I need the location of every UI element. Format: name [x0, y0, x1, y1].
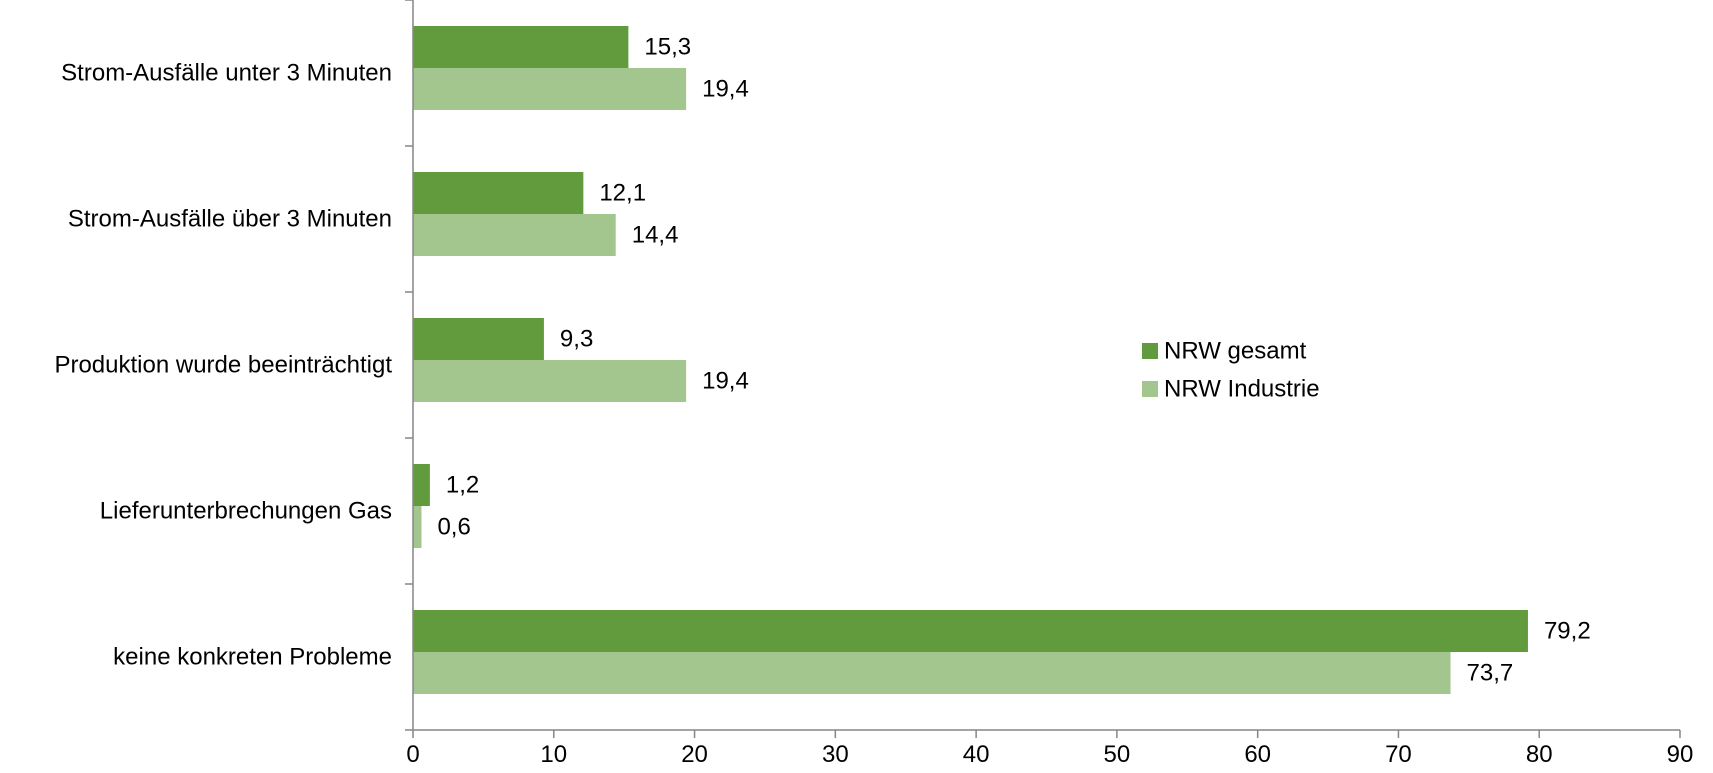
bar [413, 318, 544, 360]
x-tick-label: 70 [1385, 741, 1412, 768]
category-label: Strom-Ausfälle unter 3 Minuten [61, 60, 392, 87]
data-label: 19,4 [702, 368, 749, 395]
category-labels-group: Strom-Ausfälle unter 3 Minuten Strom-Ausf… [54, 60, 392, 671]
data-label: 12,1 [599, 180, 646, 207]
axes-group [405, 0, 1681, 738]
data-label: 14,4 [632, 222, 679, 249]
x-tick-label: 50 [1104, 741, 1131, 768]
x-tick-label: 40 [963, 741, 990, 768]
bar [413, 506, 422, 548]
data-label: 15,3 [644, 34, 691, 61]
data-labels-group: 15,3 19,4 12,1 14,4 9,3 19,4 1,2 0,6 79,2 73,7 [437, 34, 1590, 687]
tick-labels-group: 0 10 20 30 40 50 60 70 80 90 [406, 741, 1693, 768]
data-label: 79,2 [1544, 618, 1591, 645]
x-tick-label: 90 [1667, 741, 1694, 768]
legend-label: NRW gesamt [1164, 338, 1307, 365]
data-label: 0,6 [437, 514, 470, 541]
bar [413, 26, 629, 68]
bars-group [413, 26, 1528, 694]
data-label: 19,4 [702, 76, 749, 103]
legend: NRW gesamt NRW Industrie [1142, 338, 1320, 403]
bar [413, 610, 1528, 652]
x-tick-label: 10 [540, 741, 567, 768]
category-label: keine konkreten Probleme [113, 644, 392, 671]
bar [413, 172, 584, 214]
data-label: 9,3 [560, 326, 593, 353]
category-label: Lieferunterbrechungen Gas [100, 498, 392, 525]
bar [413, 360, 687, 402]
bar [413, 68, 687, 110]
legend-swatch [1142, 343, 1158, 359]
bar [413, 652, 1451, 694]
x-tick-label: 0 [406, 741, 419, 768]
legend-label: NRW Industrie [1164, 376, 1320, 403]
x-tick-label: 20 [681, 741, 708, 768]
bar [413, 214, 616, 256]
bar [413, 464, 430, 506]
data-label: 73,7 [1467, 660, 1514, 687]
category-label: Strom-Ausfälle über 3 Minuten [68, 206, 392, 233]
category-label: Produktion wurde beeinträchtigt [54, 352, 392, 379]
x-tick-label: 60 [1244, 741, 1271, 768]
legend-swatch [1142, 381, 1158, 397]
data-label: 1,2 [446, 472, 479, 499]
x-tick-label: 30 [822, 741, 849, 768]
x-tick-label: 80 [1526, 741, 1553, 768]
